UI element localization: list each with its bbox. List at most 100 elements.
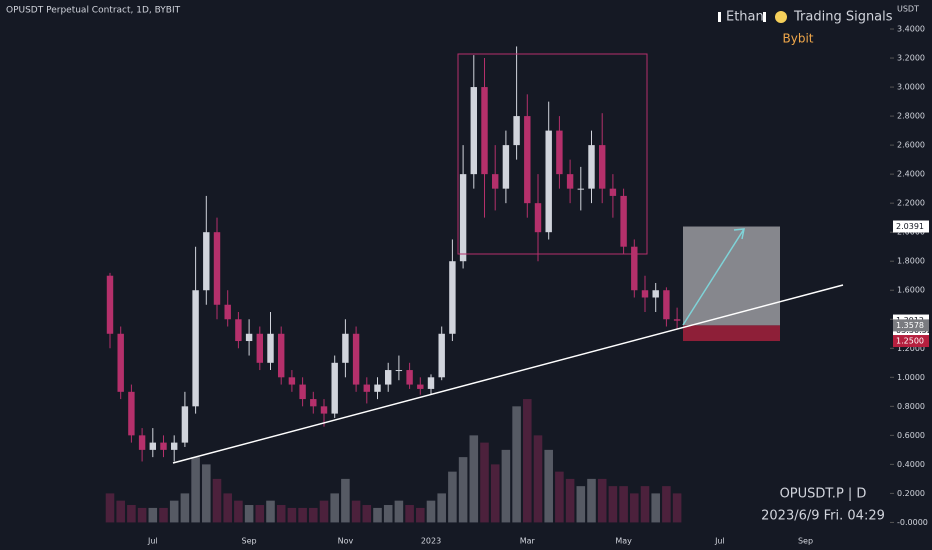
take-profit-label: 2.0391 xyxy=(896,222,924,231)
chart-title: OPUSDT Perpetual Contract, 1D, BYBIT xyxy=(6,6,181,16)
volume-bar xyxy=(244,505,254,523)
y-tick-label: 1.8000 xyxy=(897,257,925,266)
x-tick-label: Sep xyxy=(242,537,257,546)
candle-body xyxy=(395,370,403,372)
arrow-head xyxy=(733,228,745,240)
legend-bar xyxy=(763,12,766,22)
take-profit-tag xyxy=(893,220,929,233)
candle-body xyxy=(320,406,328,414)
candle-body xyxy=(235,319,242,342)
volume-bar xyxy=(608,486,618,523)
candle-body xyxy=(545,130,552,233)
volume-bar xyxy=(458,457,468,523)
volume-bar xyxy=(116,500,125,523)
volume-bar xyxy=(437,493,446,523)
candle-body xyxy=(598,145,606,189)
trend-line xyxy=(172,284,844,464)
volume-bar xyxy=(298,507,307,523)
volume-bar xyxy=(127,505,136,523)
y-tick-label: 3.0000 xyxy=(897,83,925,92)
volume-bar xyxy=(394,500,404,523)
volume-bar xyxy=(105,493,115,523)
y-tick-label: 3.2000 xyxy=(897,54,925,63)
candle-body xyxy=(524,116,531,204)
entry-label: 1.3578 xyxy=(896,321,924,330)
volume-bar xyxy=(255,505,265,523)
candle-body xyxy=(620,195,627,247)
y-tick-label: 0.2000 xyxy=(897,489,925,498)
candle-body xyxy=(245,333,253,342)
candle-body xyxy=(213,232,221,305)
candle-body xyxy=(481,87,488,175)
x-tick-label: Mar xyxy=(520,537,536,546)
volume-bar xyxy=(501,449,511,523)
candle-body xyxy=(363,384,371,392)
volume-bar xyxy=(266,500,275,523)
candle-body xyxy=(556,130,563,175)
y-tick-label: 1.6000 xyxy=(897,286,925,295)
candle-body xyxy=(491,174,499,189)
candle-body xyxy=(577,188,585,190)
candle-body xyxy=(160,442,167,450)
volume-bar xyxy=(523,399,532,523)
volume-bar xyxy=(640,486,650,523)
volume-bar xyxy=(405,505,414,523)
stop-loss-tag xyxy=(893,335,929,348)
y-tick-label: 0.8000 xyxy=(897,402,925,411)
y-tick-label: 2.6000 xyxy=(897,141,925,150)
candle-body xyxy=(331,362,338,414)
candle-body xyxy=(117,333,124,392)
volume-bar xyxy=(330,493,339,523)
candle-body xyxy=(406,370,413,385)
volume-bar xyxy=(469,435,479,523)
candle-body xyxy=(277,333,285,378)
candle-body xyxy=(256,333,264,363)
y-tick-label: 0.4000 xyxy=(897,460,925,469)
volume-bar xyxy=(309,507,318,523)
y-tick-label: 2.4000 xyxy=(897,170,925,179)
volume-bar xyxy=(362,505,372,523)
stop-loss-label: 1.2500 xyxy=(896,337,924,346)
volume-bar xyxy=(533,435,543,523)
candle-body xyxy=(192,290,199,407)
y-tick-label: 3.4000 xyxy=(897,25,925,34)
candle-body xyxy=(588,145,595,189)
x-tick-label: Jul xyxy=(714,537,725,546)
volume-bar xyxy=(148,507,158,523)
volume-bar xyxy=(448,471,457,523)
volume-bar xyxy=(223,493,232,523)
loss-zone xyxy=(683,325,780,342)
candle-body xyxy=(459,174,467,262)
entry-tag xyxy=(893,319,929,332)
candle-body xyxy=(170,442,178,450)
volume-bar xyxy=(587,478,596,523)
volume-bar xyxy=(341,478,350,523)
profit-zone xyxy=(683,226,780,326)
candle-body xyxy=(149,442,157,450)
candle-body xyxy=(310,399,317,407)
volume-bar xyxy=(383,505,393,523)
candle-body xyxy=(641,290,649,298)
volume-bar xyxy=(191,457,200,523)
volume-bar xyxy=(373,507,382,523)
candle-body xyxy=(267,333,274,363)
legend-name: Ethan xyxy=(726,10,764,25)
legend-bar xyxy=(718,12,721,22)
candle-body xyxy=(224,304,231,320)
candle-body xyxy=(470,87,478,175)
volume-bar xyxy=(276,505,286,523)
candle-body xyxy=(128,391,135,436)
candle-body xyxy=(673,319,681,321)
timestamp: 2023/6/9 Fri. 04:29 xyxy=(761,509,885,524)
volume-bar xyxy=(180,493,190,523)
volume-bar xyxy=(287,507,297,523)
volume-bar xyxy=(662,486,671,523)
range-box xyxy=(457,53,648,255)
volume-bar xyxy=(651,493,660,523)
volume-bar xyxy=(169,500,179,523)
candle-body xyxy=(631,246,638,291)
candle-body xyxy=(384,370,392,385)
candle-body xyxy=(203,232,210,291)
candle-body xyxy=(106,275,114,334)
